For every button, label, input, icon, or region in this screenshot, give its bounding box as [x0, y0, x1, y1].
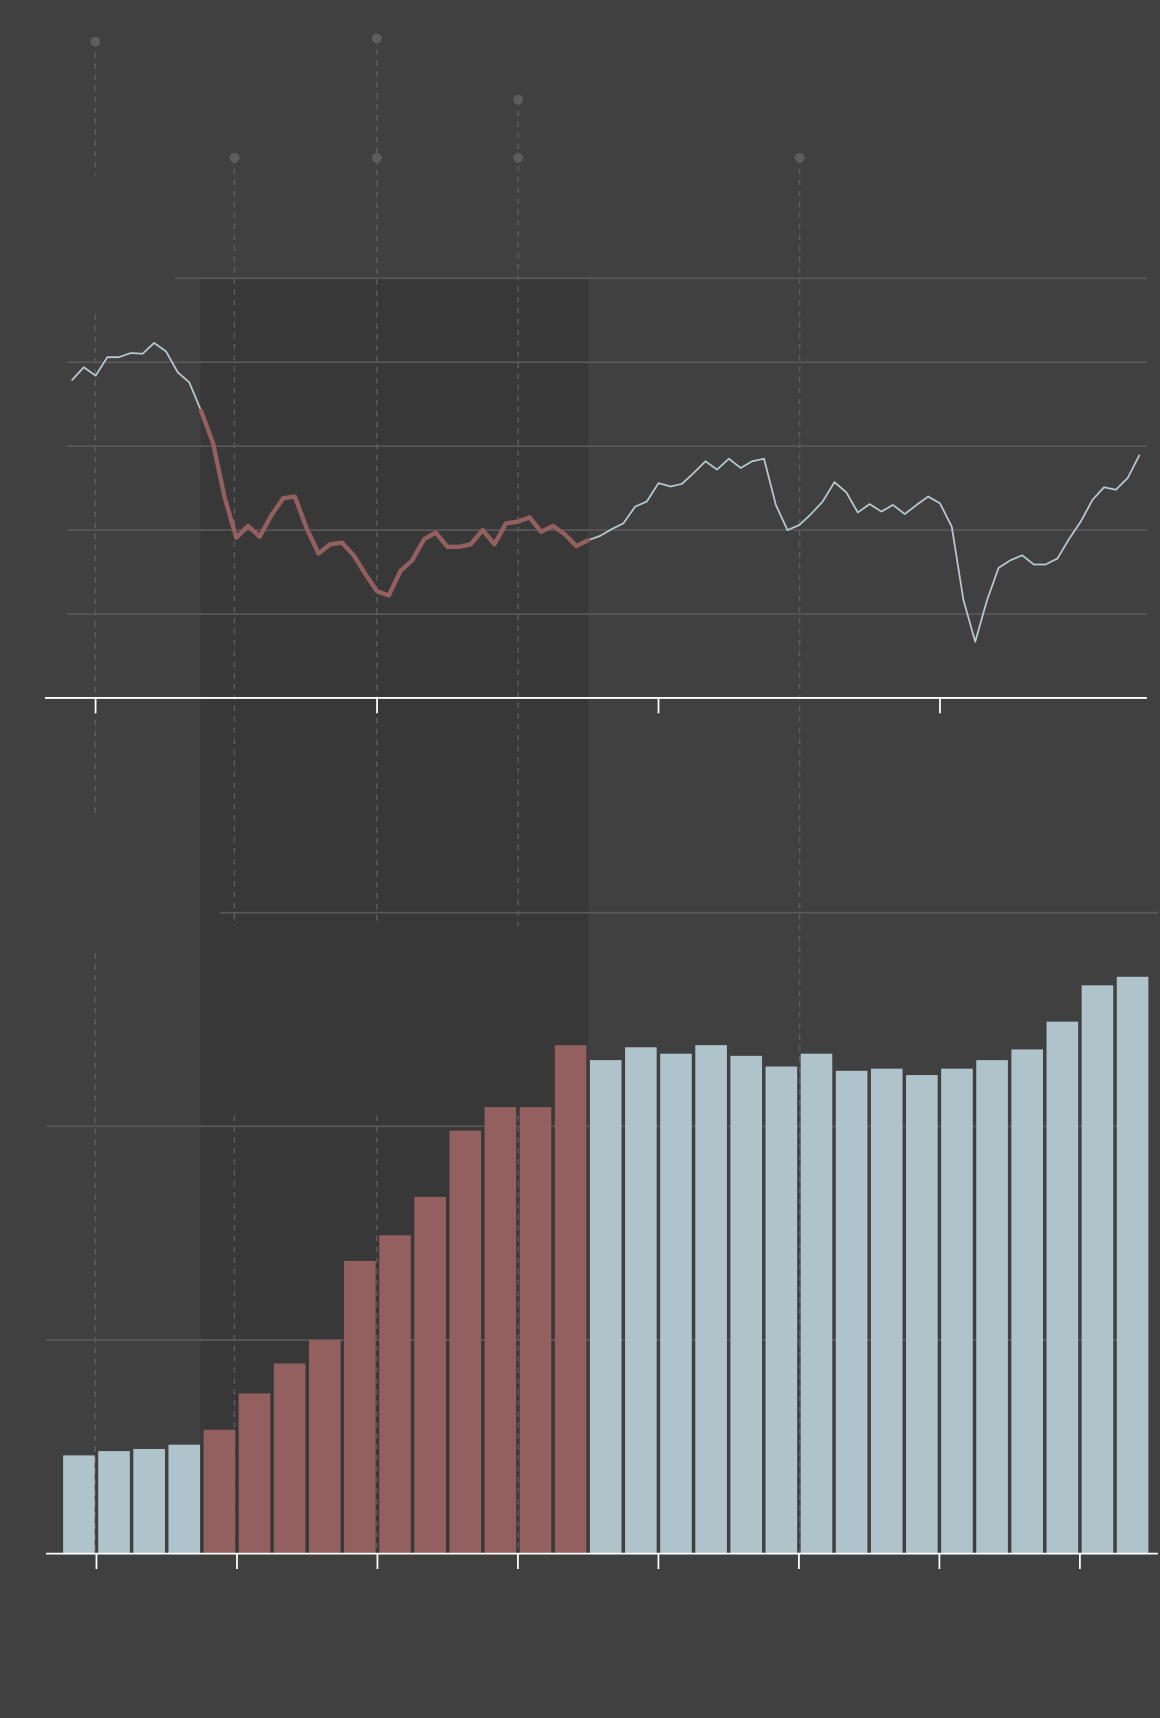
bar [835, 1070, 868, 1554]
data-line [198, 408, 591, 598]
event-markers [90, 33, 805, 1554]
bar [379, 1235, 411, 1554]
bar [414, 1196, 446, 1554]
bar [660, 1053, 692, 1554]
bar [519, 1107, 552, 1554]
bar [238, 1393, 271, 1554]
event-dot [513, 94, 524, 105]
bar [1046, 1021, 1079, 1554]
event-dot [229, 152, 240, 163]
bar [589, 1060, 622, 1554]
bar [133, 1448, 165, 1554]
bar [98, 1451, 130, 1554]
bar [1011, 1049, 1044, 1554]
data-line [71, 342, 202, 412]
bar [63, 1455, 95, 1554]
bar [203, 1429, 236, 1554]
event-dot [371, 152, 382, 163]
bar [344, 1260, 376, 1554]
bar [1081, 985, 1114, 1554]
data-line [587, 454, 1141, 643]
bar [765, 1066, 798, 1554]
bar [484, 1107, 517, 1554]
bar [273, 1363, 306, 1554]
bar [906, 1075, 938, 1554]
bar [625, 1047, 657, 1554]
event-dot [513, 152, 524, 163]
bar [449, 1130, 482, 1554]
bar [695, 1045, 727, 1554]
bar [1116, 976, 1149, 1554]
bar [870, 1068, 903, 1554]
bar [308, 1339, 341, 1554]
event-dot [794, 152, 805, 163]
bar [976, 1060, 1008, 1554]
event-dot [90, 36, 101, 47]
bar [168, 1444, 201, 1554]
bar [941, 1068, 973, 1554]
event-dot [371, 33, 382, 44]
bar [730, 1055, 763, 1554]
bar [800, 1053, 833, 1554]
bar [554, 1045, 587, 1554]
